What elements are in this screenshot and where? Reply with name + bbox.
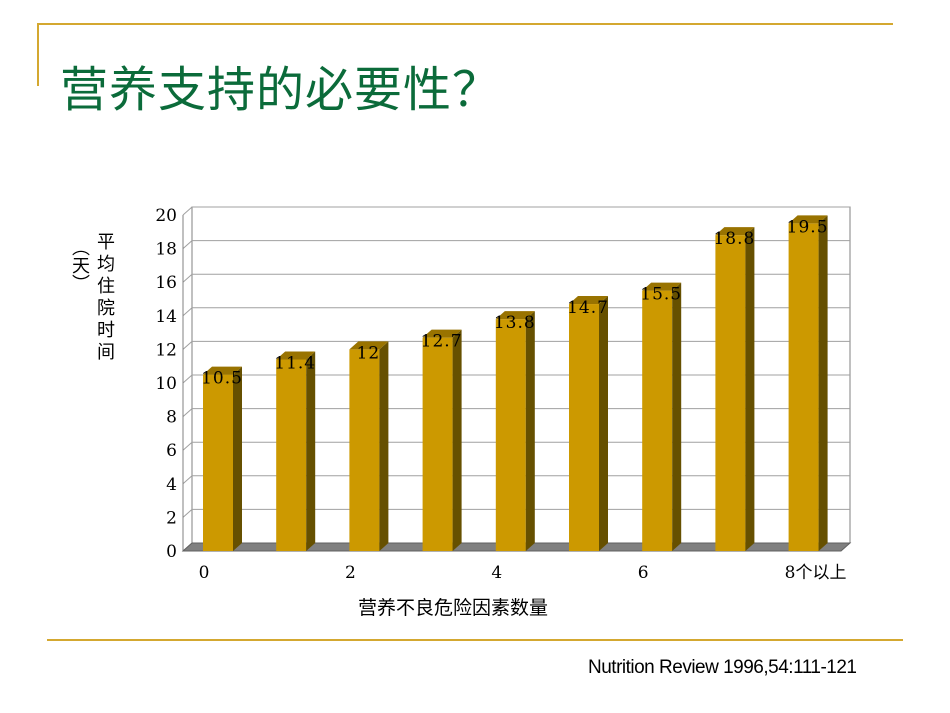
gridline-side [182,240,193,249]
y-tick-label: 2 [166,508,177,528]
bar-top [642,282,682,291]
data-label: 18.8 [713,229,755,249]
gridline-side [182,408,193,417]
gridline-side [182,307,193,317]
data-label: 12 [357,343,381,363]
bar-top [495,311,535,320]
gridline-side [182,441,193,451]
bar-top [349,341,389,350]
x-axis-label: 营养不良危险因素数量 [358,597,549,619]
bar-side [306,351,316,551]
bar-side [818,215,828,551]
data-label: 12.7 [421,332,463,352]
bar [203,374,233,551]
x-tick-label: 8个以上 [785,563,847,583]
bar-side [672,282,682,551]
bar [642,290,673,551]
citation: Nutrition Review 1996,54:111-121 [588,657,857,678]
y-tick-label: 10 [155,374,177,394]
data-label: 19.5 [787,217,829,237]
y-tick-label: 14 [155,307,177,327]
bar [495,319,526,551]
gridline-side [182,475,193,485]
bar-side [452,329,462,551]
x-tick-label: 4 [491,563,502,583]
gridline-side [182,509,193,518]
y-tick-label: 8 [166,408,177,428]
bar-top [203,366,242,375]
bar-side [599,296,608,551]
y-tick-label: 0 [166,542,177,562]
x-tick-label: 2 [345,563,356,583]
bottom-rule [47,639,903,641]
gridline-side [182,273,193,283]
bar-top [276,351,316,360]
bar [569,304,599,551]
data-label: 14.7 [567,298,609,318]
y-axis-unit: （天） [69,238,90,292]
bar [788,223,819,551]
bar-top [715,227,755,236]
bar-side [233,366,242,551]
bar-top [569,296,608,305]
bar-top [788,215,828,224]
y-tick-label: 6 [166,441,177,461]
y-tick-label: 18 [155,240,177,260]
data-label: 13.8 [494,313,536,333]
gridline-side [182,341,193,350]
y-tick-label: 4 [166,475,177,495]
y-tick-label: 12 [155,340,177,360]
y-axis-label: 平均住院时间 [97,232,115,363]
bar-side [379,341,389,551]
bar [276,359,307,551]
top-rule [37,23,893,25]
slide-title: 营养支持的必要性？ [60,62,502,118]
data-label: 15.5 [640,285,682,305]
bar-top [422,329,462,338]
bar [349,349,380,551]
bar [715,235,746,551]
bar-side [745,227,755,551]
bar [422,337,453,551]
y-tick-label: 16 [155,273,177,293]
x-tick-label: 6 [638,563,649,583]
gridline-side [182,374,193,384]
x-tick-label: 0 [199,563,210,583]
y-tick-label: 20 [155,206,177,226]
data-label: 10.5 [201,369,243,389]
data-label: 11.4 [274,353,316,373]
bar-side [525,311,535,551]
gridline-side [182,206,193,216]
left-rule [37,23,39,86]
